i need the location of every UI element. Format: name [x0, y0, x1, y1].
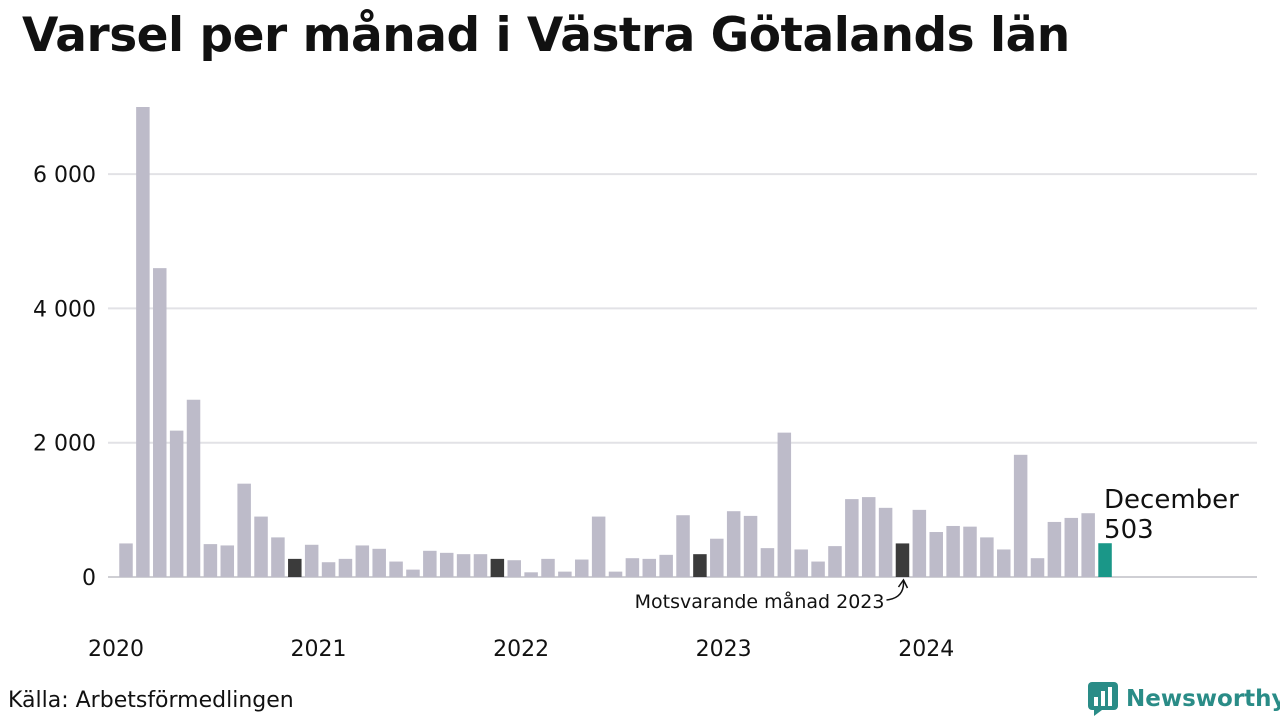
bar — [845, 499, 859, 577]
chart-title: Varsel per månad i Västra Götalands län — [22, 8, 1070, 63]
bar — [558, 571, 572, 577]
bar — [389, 561, 403, 577]
bar — [288, 558, 302, 577]
annotation-latest-month: December — [1104, 485, 1239, 515]
bar — [963, 526, 977, 577]
x-tick-label: 2021 — [291, 637, 347, 662]
bar — [676, 515, 690, 577]
bar — [220, 545, 235, 577]
brand-name: Newsworthy — [1126, 686, 1280, 712]
bar — [524, 572, 538, 577]
bar — [119, 543, 133, 577]
annotation-same-month: Motsvarande månad 2023 — [635, 590, 885, 613]
bar — [642, 558, 657, 577]
bar — [1064, 517, 1079, 577]
x-tick-label: 2022 — [493, 637, 549, 662]
annotation-latest-value: 503 — [1104, 515, 1154, 545]
bar — [777, 432, 792, 577]
bar — [575, 559, 589, 577]
bar — [811, 561, 825, 577]
x-tick-label: 2024 — [898, 637, 954, 662]
source-text: Källa: Arbetsförmedlingen — [8, 688, 294, 713]
bar — [321, 562, 336, 577]
bar — [490, 558, 505, 577]
bar — [237, 483, 251, 577]
bar — [355, 545, 370, 577]
bar — [406, 569, 420, 577]
bar — [1081, 513, 1095, 577]
bar — [980, 537, 994, 577]
x-axis-labels: 2020 2021 2022 2023 2024 — [88, 637, 954, 662]
bar — [861, 497, 876, 577]
bar — [997, 549, 1011, 577]
bar — [338, 558, 353, 577]
bar — [372, 548, 386, 577]
bars — [119, 107, 1112, 577]
bar — [136, 107, 150, 577]
bar — [541, 558, 555, 577]
bar — [743, 515, 758, 577]
bar — [591, 516, 606, 577]
bar — [186, 399, 201, 577]
y-tick-label: 0 — [82, 566, 96, 591]
bar — [304, 544, 319, 577]
bar — [794, 549, 808, 577]
bar — [726, 511, 741, 577]
bar — [929, 532, 943, 577]
y-tick-label: 4 000 — [33, 297, 96, 322]
bar — [1098, 543, 1112, 577]
bar — [169, 430, 184, 577]
y-tick-label: 6 000 — [33, 163, 96, 188]
bar — [710, 538, 724, 577]
bar — [946, 525, 960, 577]
bar — [423, 550, 437, 577]
annotation-arrowhead — [897, 578, 909, 589]
bar — [507, 560, 521, 577]
x-tick-label: 2023 — [696, 637, 752, 662]
bar — [1047, 521, 1062, 577]
bar — [760, 548, 775, 577]
y-axis-labels: 0 2 000 4 000 6 000 — [33, 163, 96, 591]
bar — [203, 544, 218, 577]
bar — [659, 554, 673, 577]
bar — [439, 552, 454, 577]
bar — [1030, 558, 1045, 577]
newsworthy-logo-icon — [1088, 682, 1118, 716]
bar — [1013, 454, 1028, 577]
bar — [828, 546, 842, 577]
annotation-arrow — [886, 580, 905, 601]
bar — [153, 268, 167, 577]
bar — [254, 516, 268, 577]
bar — [271, 537, 285, 577]
brand-logo: Newsworthy — [1088, 682, 1280, 716]
bar — [473, 554, 488, 577]
bar — [878, 507, 893, 577]
bar — [456, 554, 471, 577]
x-tick-label: 2020 — [88, 637, 144, 662]
bar — [608, 571, 623, 577]
bar — [693, 554, 707, 577]
bar — [912, 509, 927, 577]
y-tick-label: 2 000 — [33, 432, 96, 457]
bar — [625, 558, 640, 577]
bar — [895, 543, 910, 577]
